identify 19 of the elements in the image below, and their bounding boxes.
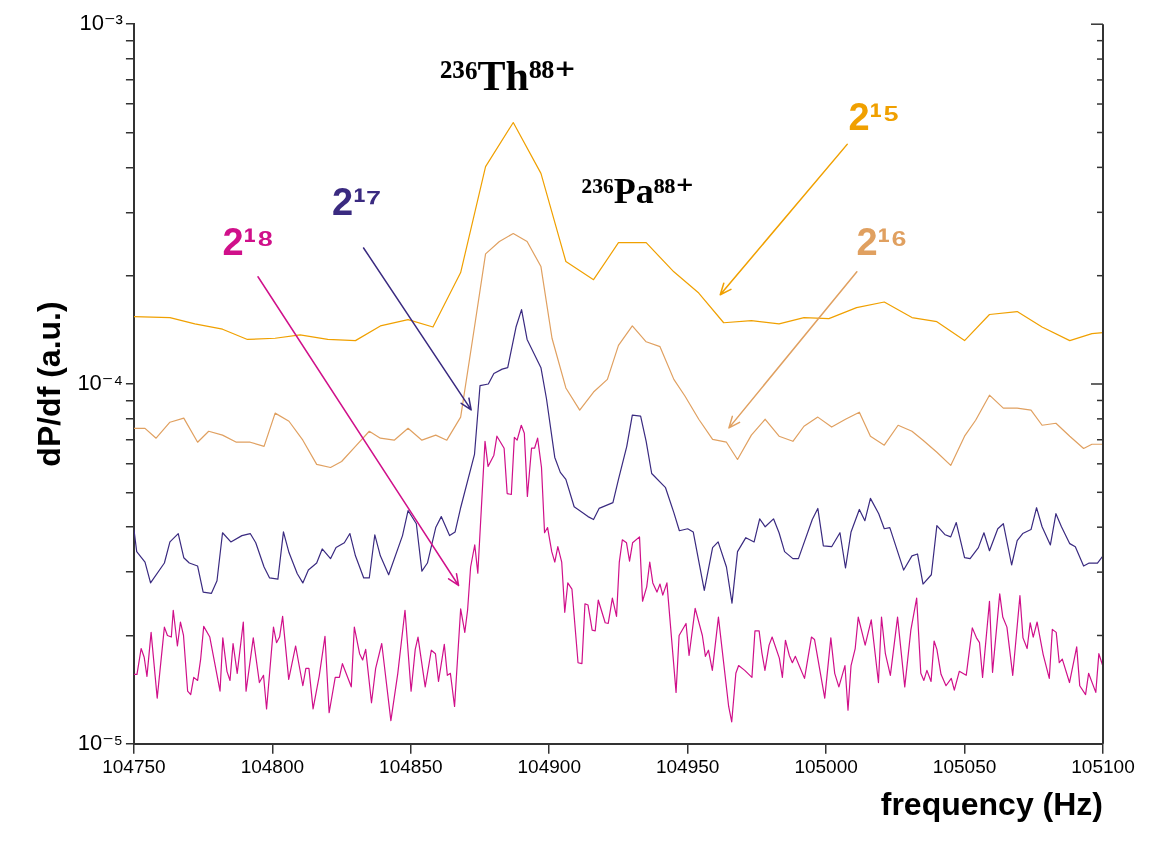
y-axis-title: dP/df (a.u.) xyxy=(31,301,68,467)
y-tick-label: 10⁻³ xyxy=(79,10,123,36)
x-tick-label: 105000 xyxy=(794,756,858,778)
x-axis-title: frequency (Hz) xyxy=(880,785,1103,822)
x-tick-label: 105100 xyxy=(1071,756,1135,778)
y-tick-label: 10⁻⁵ xyxy=(77,729,123,755)
text: 2¹⁶ xyxy=(856,220,908,263)
x-tick-label: 104750 xyxy=(102,756,166,778)
y-tick-label: 10⁻⁴ xyxy=(77,370,123,396)
annotation: ²³⁶Pa⁸⁸⁺ xyxy=(581,170,695,211)
text: 2¹⁷ xyxy=(332,181,382,224)
text: 2¹⁸ xyxy=(222,220,275,263)
x-tick-label: 104900 xyxy=(517,756,581,778)
x-tick-label: 104850 xyxy=(379,756,443,778)
annotation: ²³⁶Th⁸⁸⁺ xyxy=(439,53,577,100)
x-tick-label: 104800 xyxy=(240,756,305,778)
x-tick-label: 105050 xyxy=(932,756,997,778)
x-tick-label: 104950 xyxy=(655,756,720,778)
text: 2¹⁵ xyxy=(848,95,901,138)
